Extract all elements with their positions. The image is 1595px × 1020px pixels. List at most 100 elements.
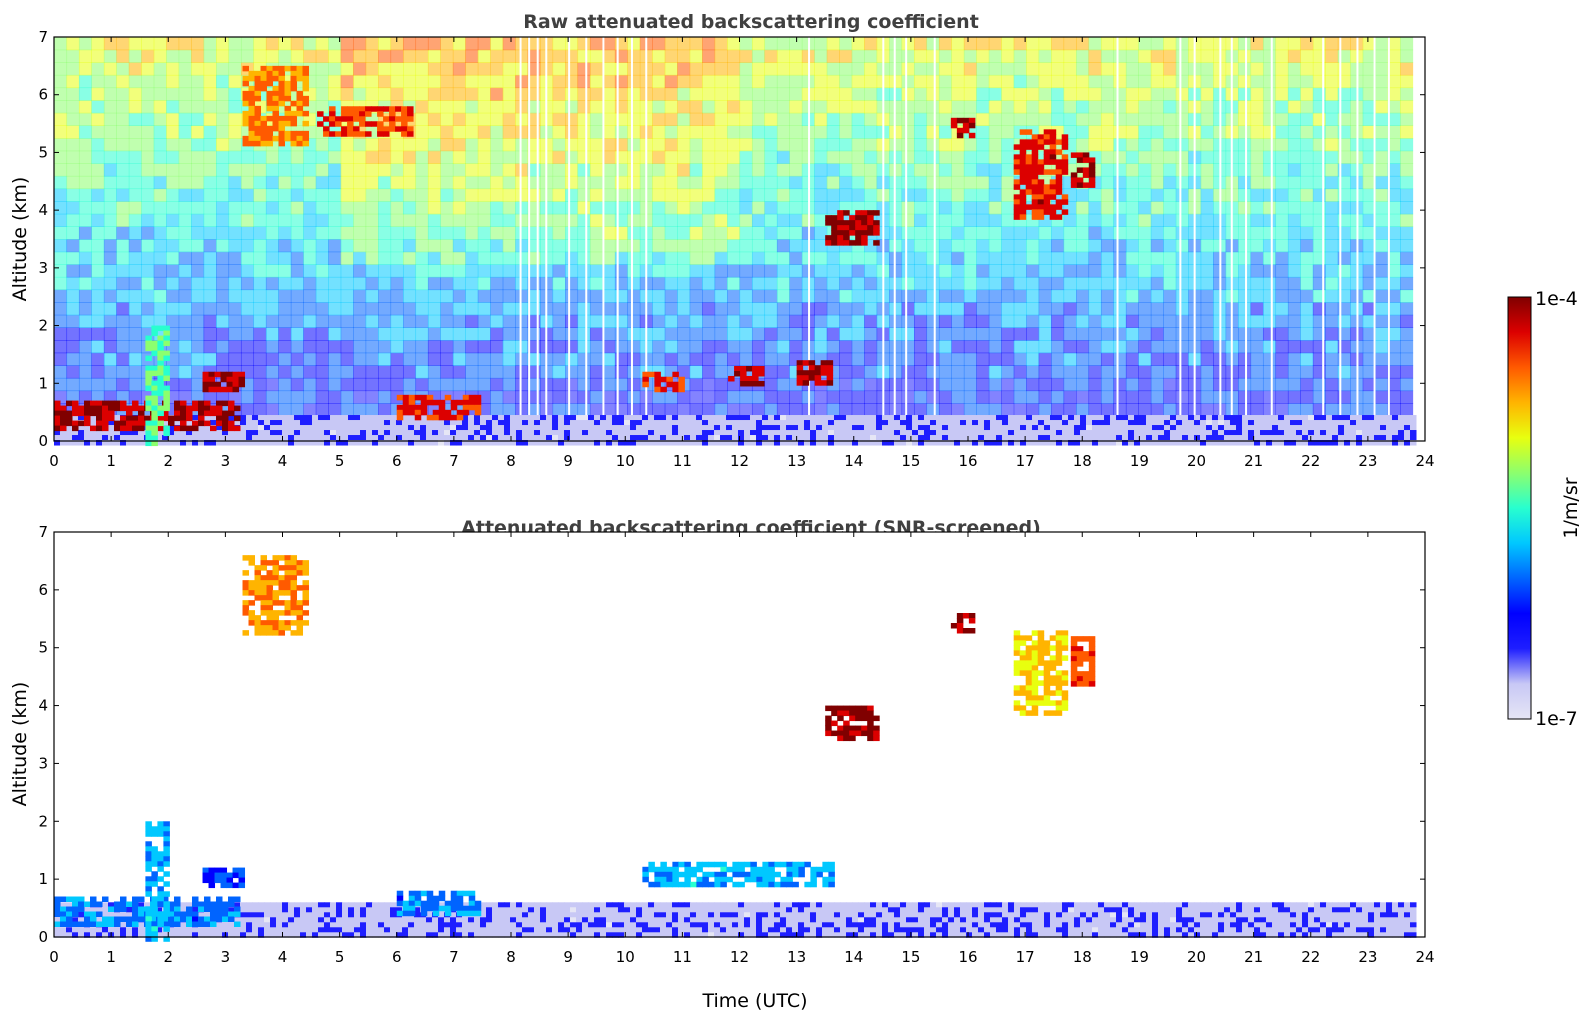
x-tick-label: 9 — [563, 948, 573, 966]
heatmap-feature-cirrus — [950, 613, 976, 634]
x-tick-label: 12 — [730, 948, 749, 966]
x-tick-label: 23 — [1358, 948, 1377, 966]
plot-area — [53, 36, 1426, 447]
chart-title: Raw attenuated backscattering coefficien… — [523, 11, 979, 33]
data-gap — [933, 37, 936, 441]
colorbar-unit-label: 1/m/sr — [1560, 477, 1582, 538]
heatmap-feature-cirrus — [242, 555, 310, 636]
x-tick-label: 23 — [1358, 452, 1377, 470]
data-gap — [602, 37, 605, 441]
heatmap-feature-plume — [145, 821, 170, 942]
x-tick-label: 14 — [844, 452, 863, 470]
y-tick-label: 4 — [38, 201, 48, 219]
y-tick-label: 2 — [38, 317, 48, 335]
data-gap — [1245, 37, 1248, 441]
x-tick-label: 15 — [901, 452, 920, 470]
heatmap-feature-cirrus — [825, 705, 880, 742]
colorbar-max-label: 1e-4 — [1535, 288, 1578, 310]
y-tick-label: 3 — [38, 754, 48, 772]
y-tick-label: 0 — [38, 432, 48, 450]
heatmap-feature-aerosol_layer — [54, 400, 241, 432]
data-gap — [630, 37, 633, 441]
x-tick-label: 1 — [106, 452, 116, 470]
data-gap — [1230, 37, 1233, 441]
x-tick-label: 8 — [506, 452, 516, 470]
heatmap-feature-aerosol_layer — [396, 394, 482, 421]
x-tick-label: 13 — [787, 452, 806, 470]
data-gap — [1387, 37, 1390, 441]
x-tick-label: 21 — [1244, 948, 1263, 966]
heatmap-feature-aerosol_layer — [728, 365, 765, 387]
data-gap — [882, 37, 885, 441]
x-tick-label: 24 — [1415, 452, 1434, 470]
heatmap-feature-cirrus — [242, 65, 310, 147]
y-tick-label: 6 — [38, 581, 48, 599]
heatmap-feature-aerosol_layer — [642, 861, 835, 888]
data-gap — [1193, 37, 1196, 441]
x-tick-label: 2 — [163, 452, 173, 470]
x-tick-label: 5 — [335, 452, 345, 470]
data-gap — [528, 37, 531, 441]
heatmap-feature-cirrus — [1013, 630, 1069, 716]
data-gap — [893, 37, 896, 441]
x-tick-label: 22 — [1301, 948, 1320, 966]
data-gap — [905, 37, 908, 441]
x-tick-label: 7 — [449, 452, 459, 470]
x-tick-label: 7 — [449, 948, 459, 966]
data-gap — [1179, 37, 1182, 441]
data-gap — [1219, 37, 1222, 441]
heatmap-feature-aerosol_layer — [796, 360, 834, 386]
y-tick-label: 4 — [38, 697, 48, 715]
heatmap-feature-cirrus — [1070, 152, 1096, 188]
x-tick-label: 19 — [1130, 948, 1149, 966]
x-tick-label: 4 — [278, 452, 288, 470]
x-axis-ticks: 0 1 2 3 4 5 6 7 8 9 10 11 12 13 14 15 16 17 18 19 20 21 22 23 24 — [49, 37, 1435, 470]
y-axis-label: Altitude (km) — [9, 177, 31, 302]
heatmap-feature-cirrus — [1070, 636, 1096, 687]
x-tick-label: 14 — [844, 948, 863, 966]
x-tick-label: 17 — [1016, 452, 1035, 470]
heatmap-feature-aerosol_layer — [202, 371, 246, 393]
x-tick-label: 3 — [221, 948, 231, 966]
heatmap-feature-boundary_layer — [54, 415, 1417, 446]
colorbar: 1e-4 1e-7 1/m/sr — [1507, 288, 1582, 730]
x-axis-ticks: 0 1 2 3 4 5 6 7 8 9 10 11 12 13 14 15 16 17 18 19 20 21 22 23 24 — [49, 532, 1435, 966]
x-tick-label: 9 — [563, 452, 573, 470]
x-tick-label: 12 — [730, 452, 749, 470]
y-tick-label: 5 — [38, 143, 48, 161]
data-gap — [519, 37, 522, 441]
x-axis-label: Time (UTC) — [701, 990, 807, 1012]
x-tick-label: 8 — [506, 948, 516, 966]
y-axis-label: Altitude (km) — [9, 682, 31, 807]
heatmap-feature-aerosol_layer — [396, 890, 482, 917]
heatmap-feature-aerosol_layer — [642, 371, 685, 393]
data-gap — [545, 37, 548, 441]
colorbar-min-label: 1e-7 — [1535, 708, 1578, 730]
x-tick-label: 1 — [106, 948, 116, 966]
x-tick-label: 6 — [392, 452, 402, 470]
x-tick-label: 22 — [1301, 452, 1320, 470]
y-tick-label: 0 — [38, 928, 48, 946]
x-tick-label: 18 — [1073, 948, 1092, 966]
x-tick-label: 3 — [221, 452, 231, 470]
y-tick-label: 1 — [38, 870, 48, 888]
data-gap — [536, 37, 539, 441]
x-tick-label: 21 — [1244, 452, 1263, 470]
heatmap-feature-boundary_layer — [54, 902, 1417, 938]
heatmap-feature-cirrus — [317, 106, 414, 137]
data-gap — [1270, 37, 1273, 441]
heatmap-feature-cirrus — [950, 117, 976, 139]
x-tick-label: 11 — [673, 948, 692, 966]
heatmap-feature-cirrus — [1013, 129, 1069, 220]
heatmap-feature-plume — [145, 325, 170, 447]
x-tick-label: 20 — [1187, 948, 1206, 966]
x-tick-label: 20 — [1187, 452, 1206, 470]
y-tick-label: 7 — [38, 523, 48, 541]
x-tick-label: 18 — [1073, 452, 1092, 470]
x-tick-label: 24 — [1415, 948, 1434, 966]
y-axis-ticks: 0 1 2 3 4 5 6 7 — [38, 523, 1425, 946]
x-tick-label: 16 — [958, 452, 977, 470]
panel-raw: Raw attenuated backscattering coefficien… — [9, 11, 1435, 470]
data-gap — [808, 37, 811, 441]
